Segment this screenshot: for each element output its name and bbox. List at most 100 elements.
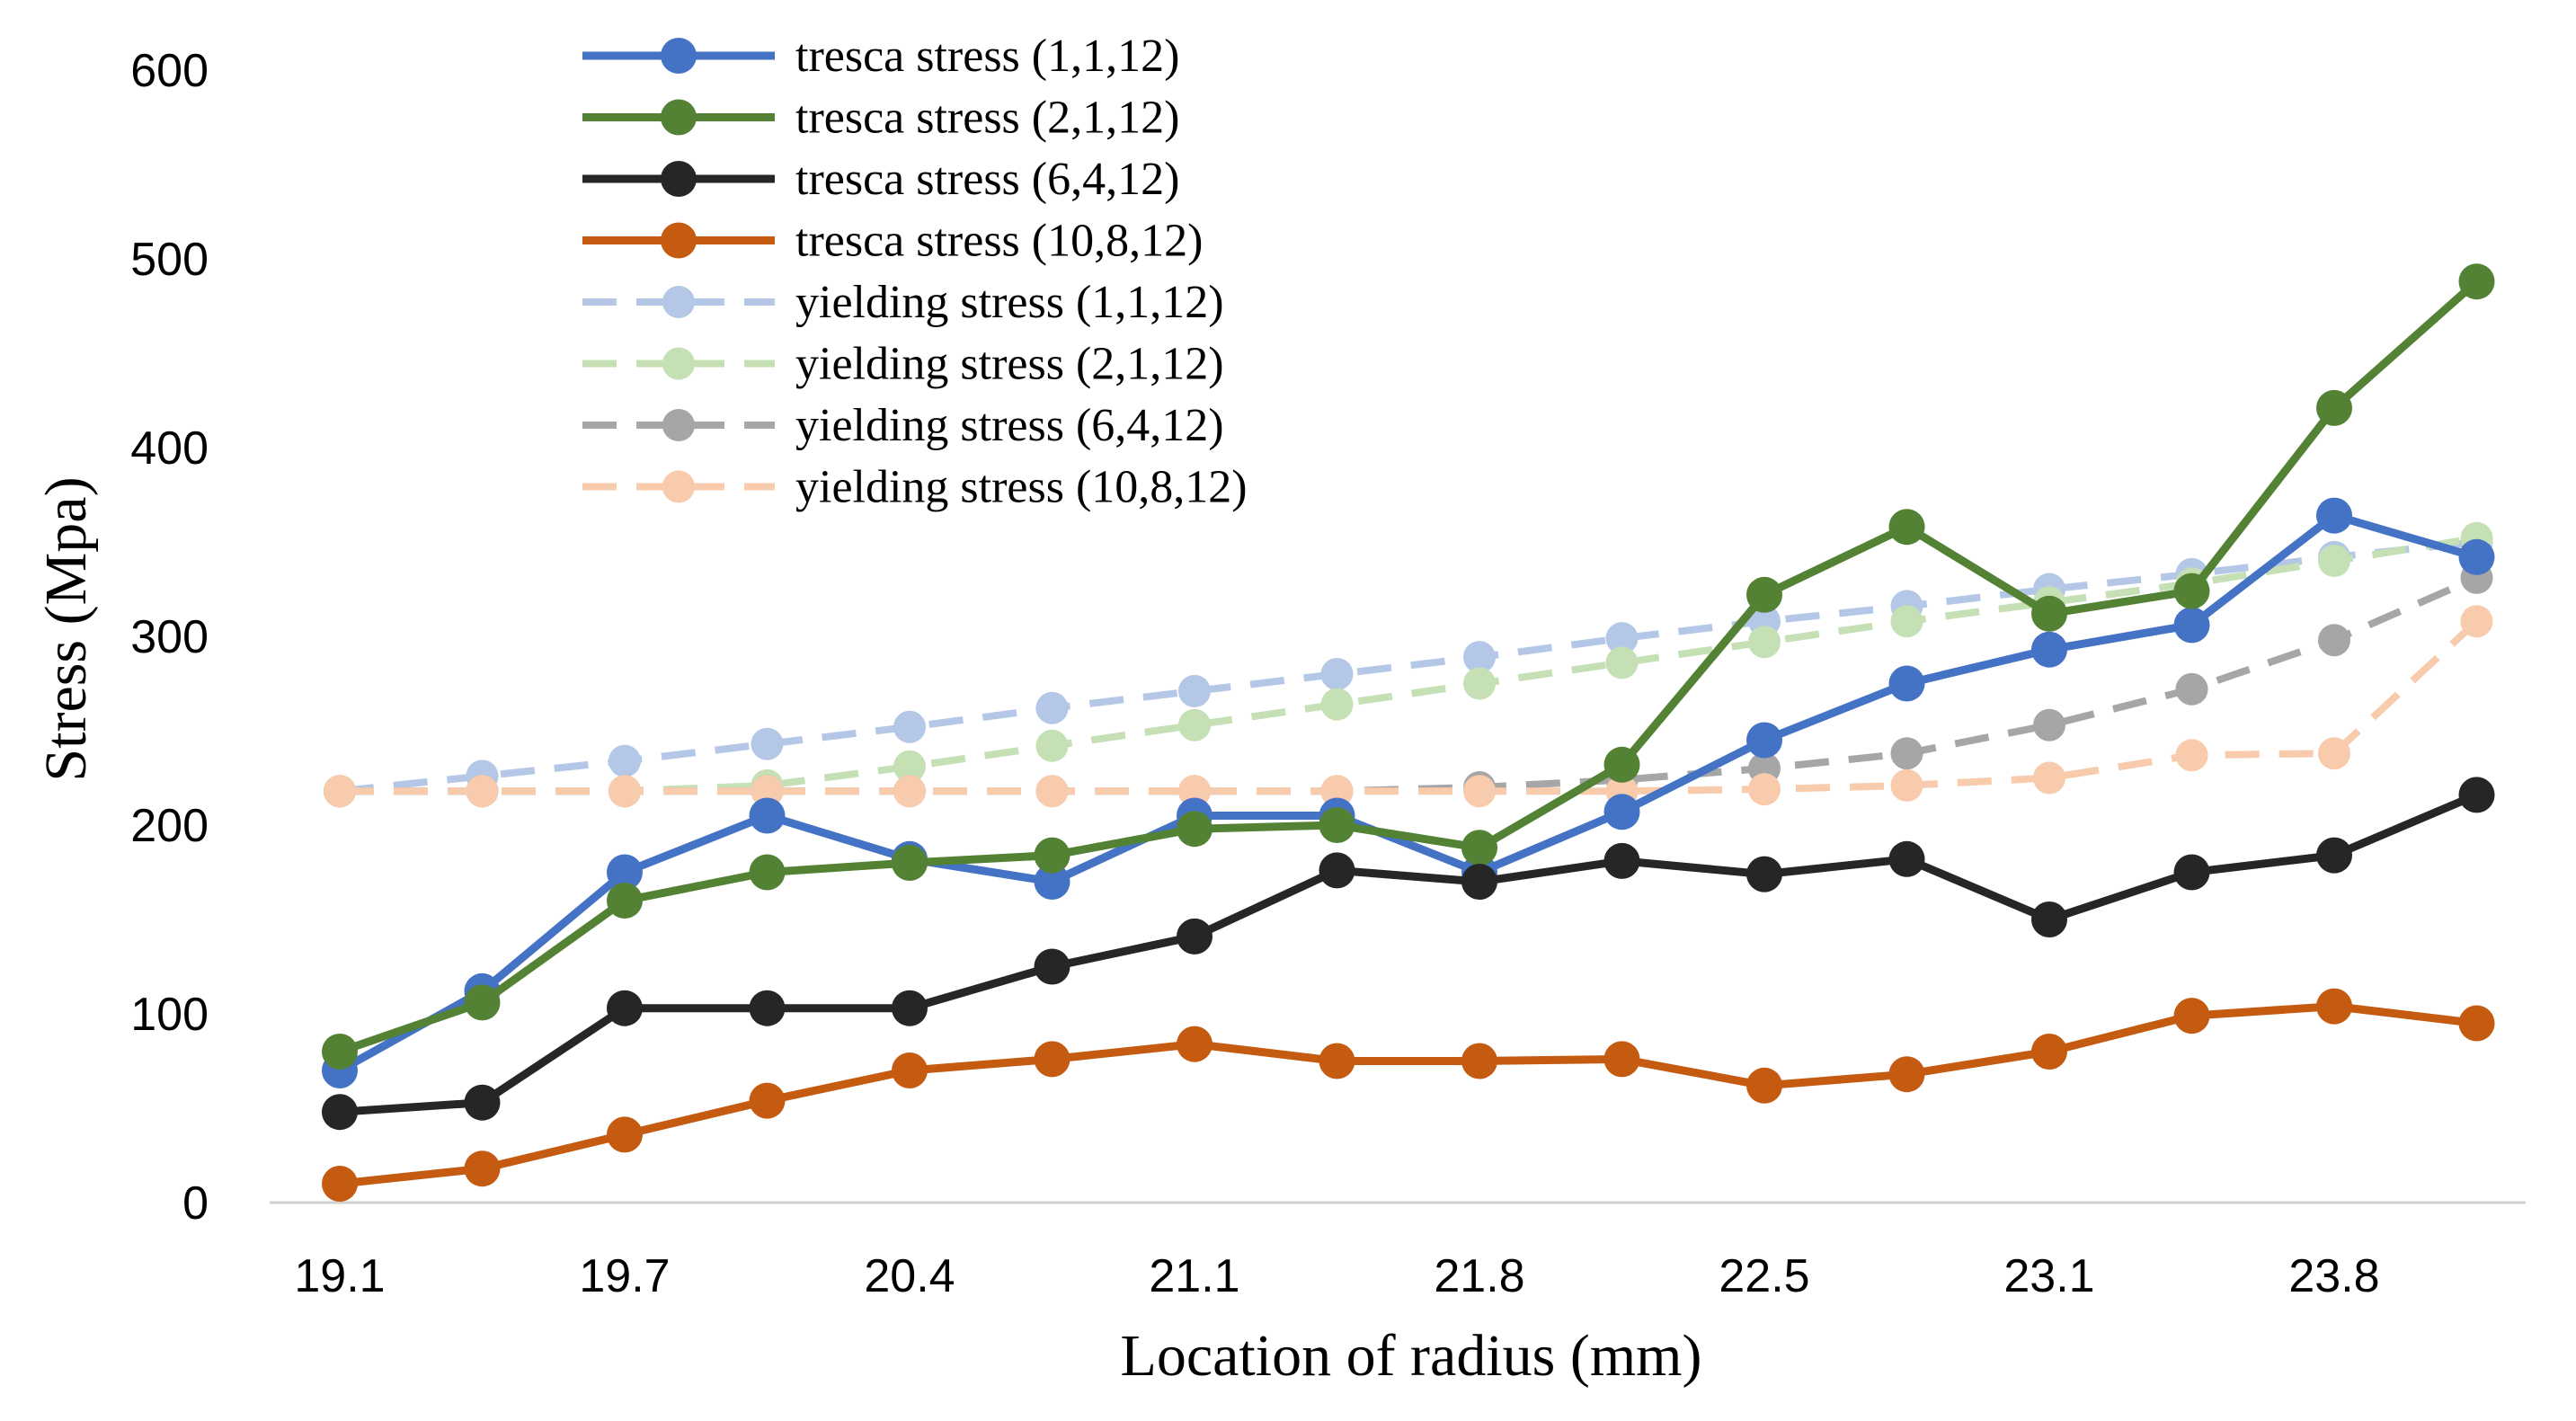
data-point [1746,1067,1782,1104]
data-point [2031,1034,2067,1070]
data-point [607,1116,643,1153]
data-point [1888,840,1925,877]
data-point [1746,576,1782,613]
legend-item: yielding stress (10,8,12) [582,462,1248,513]
data-point [322,1094,358,1131]
data-point [1605,622,1639,655]
data-point [1319,1043,1355,1079]
data-point [749,990,786,1026]
data-point [893,775,926,808]
y-tick-label: 600 [130,45,209,97]
data-point [2318,737,2350,770]
data-point [2031,631,2067,668]
x-tick-label: 19.7 [579,1250,670,1302]
legend-swatch-marker [661,222,697,259]
data-point [2316,389,2352,426]
data-point [749,1082,786,1119]
series-line [340,534,2478,795]
data-point [1890,768,1923,802]
x-tick-label: 23.8 [2288,1250,2379,1302]
data-point [2458,1005,2495,1042]
legend-swatch-marker [662,409,695,441]
data-point [2033,761,2065,795]
series-line [339,1002,2478,1188]
data-point [1319,852,1355,889]
data-point [749,854,786,891]
data-point [1177,811,1212,848]
legend-label: yielding stress (1,1,12) [795,277,1224,328]
data-point [893,710,926,743]
data-point [464,984,501,1021]
data-point [2173,573,2210,609]
data-point [322,1034,358,1070]
data-point [1888,509,1925,546]
data-point [1035,729,1069,762]
data-point [1034,1041,1070,1078]
y-axis-title: Stress (Mpa) [33,476,99,781]
data-point [2031,901,2067,937]
series-2 [322,777,2495,1131]
data-point [2316,497,2352,534]
x-axis-ticks: 19.1 19.7 20.4 21.1 21.8 22.5 23.1 23.8 [294,1250,2379,1302]
data-point [1463,775,1496,808]
y-tick-label: 400 [130,422,209,475]
legend-label: yielding stress (6,4,12) [795,400,1224,451]
data-point [2175,672,2208,706]
data-point [1603,746,1640,783]
legend-label: tresca stress (6,4,12) [795,154,1179,205]
y-axis-ticks: 0 100 200 300 400 500 600 [130,45,209,1230]
data-point [608,744,641,777]
data-point [322,1166,358,1202]
data-point [607,883,643,919]
data-point [2460,605,2493,638]
series-1 [322,263,2495,1070]
series-5 [324,521,2493,808]
data-point [2173,854,2210,891]
data-point [1463,641,1496,674]
plot-series [322,263,2495,1202]
data-point [464,1084,501,1121]
x-tick-label: 22.5 [1719,1250,1809,1302]
data-point [1319,807,1355,843]
data-point [892,990,928,1026]
legend-item: tresca stress (2,1,12) [582,93,1179,144]
legend-swatch-marker [662,347,695,380]
series-4 [324,526,2493,808]
data-point [464,1150,501,1187]
data-point [1603,1041,1640,1078]
data-point [1746,856,1782,893]
series-line [339,538,2477,795]
x-tick-label: 20.4 [864,1250,955,1302]
series-7 [324,605,2493,808]
legend-label: yielding stress (10,8,12) [795,462,1248,513]
data-point [1463,667,1496,700]
legend-swatch-marker [662,286,695,318]
data-point [324,775,356,808]
data-point [751,775,784,808]
legend: tresca stress (1,1,12) tresca stress (2,1… [582,31,1248,513]
data-point [2316,837,2352,874]
data-point [2458,538,2495,575]
data-point [607,854,643,891]
legend-item: tresca stress (10,8,12) [582,216,1203,267]
y-tick-label: 0 [182,1177,209,1230]
x-axis-title: Location of radius (mm) [1121,1323,1702,1389]
data-point [2175,739,2208,772]
data-point [1888,1056,1925,1093]
data-point [1035,691,1069,724]
data-point [1748,626,1781,659]
data-point [1890,737,1923,770]
series-line [338,278,2480,1056]
y-tick-label: 300 [130,611,209,663]
data-point [1320,775,1354,808]
data-point [1320,688,1354,721]
legend-swatch-marker [661,38,697,74]
legend-swatch-marker [662,470,695,503]
data-point [2458,263,2495,300]
data-point [2173,607,2210,644]
data-point [1461,830,1497,866]
y-tick-label: 200 [130,800,209,852]
data-point [1605,646,1639,679]
data-point [1034,948,1070,985]
